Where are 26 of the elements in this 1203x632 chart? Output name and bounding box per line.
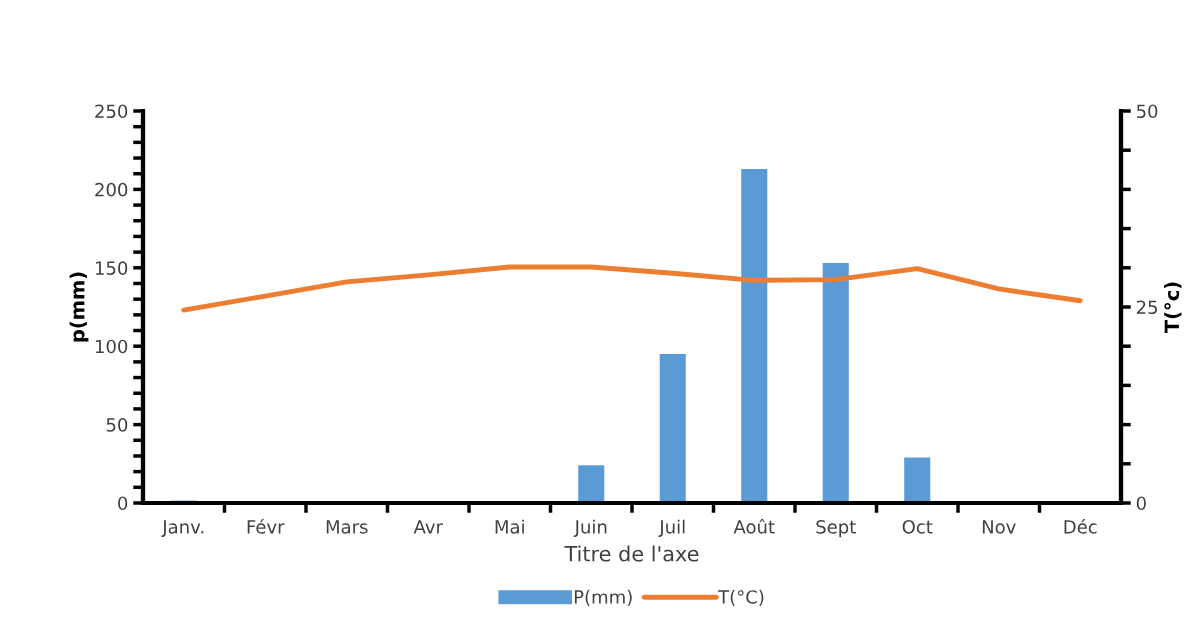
- y-axis-title: p(mm): [69, 272, 89, 342]
- x-tick-label: Déc: [1064, 518, 1097, 534]
- y2-tick-label: 0: [1136, 496, 1146, 511]
- x-tick-label: Mai: [495, 519, 524, 534]
- x-tick-label: Mars: [326, 520, 368, 534]
- y2-tick-label: 25: [1136, 300, 1157, 315]
- x-tick-label: Oct: [902, 519, 933, 534]
- x-tick-label: Juin: [573, 519, 607, 537]
- y-tick-label: 50: [106, 418, 128, 432]
- legend-label: T(°C): [718, 589, 764, 606]
- y2-axis-title: T(°c): [1164, 282, 1182, 334]
- x-tick-label: Sept: [816, 519, 856, 538]
- y-tick-label: 100: [95, 339, 128, 354]
- x-tick-label: Févr: [247, 518, 285, 534]
- y-tick-label: 250: [95, 104, 128, 119]
- x-tick-label: Janv.: [161, 520, 204, 537]
- y-tick-label: 200: [95, 182, 128, 197]
- y-tick-label: 150: [95, 261, 128, 275]
- x-tick-label: Août: [733, 518, 775, 534]
- x-tick-label: Nov: [982, 520, 1016, 534]
- x-tick-label: Juil: [658, 519, 685, 537]
- x-tick-label: Avr: [413, 520, 443, 534]
- y-tick-label: 0: [118, 496, 128, 511]
- y2-tick-label: 50: [1136, 104, 1158, 119]
- legend-label: P(mm): [574, 589, 632, 606]
- x-axis-title: Titre de l'axe: [564, 545, 699, 562]
